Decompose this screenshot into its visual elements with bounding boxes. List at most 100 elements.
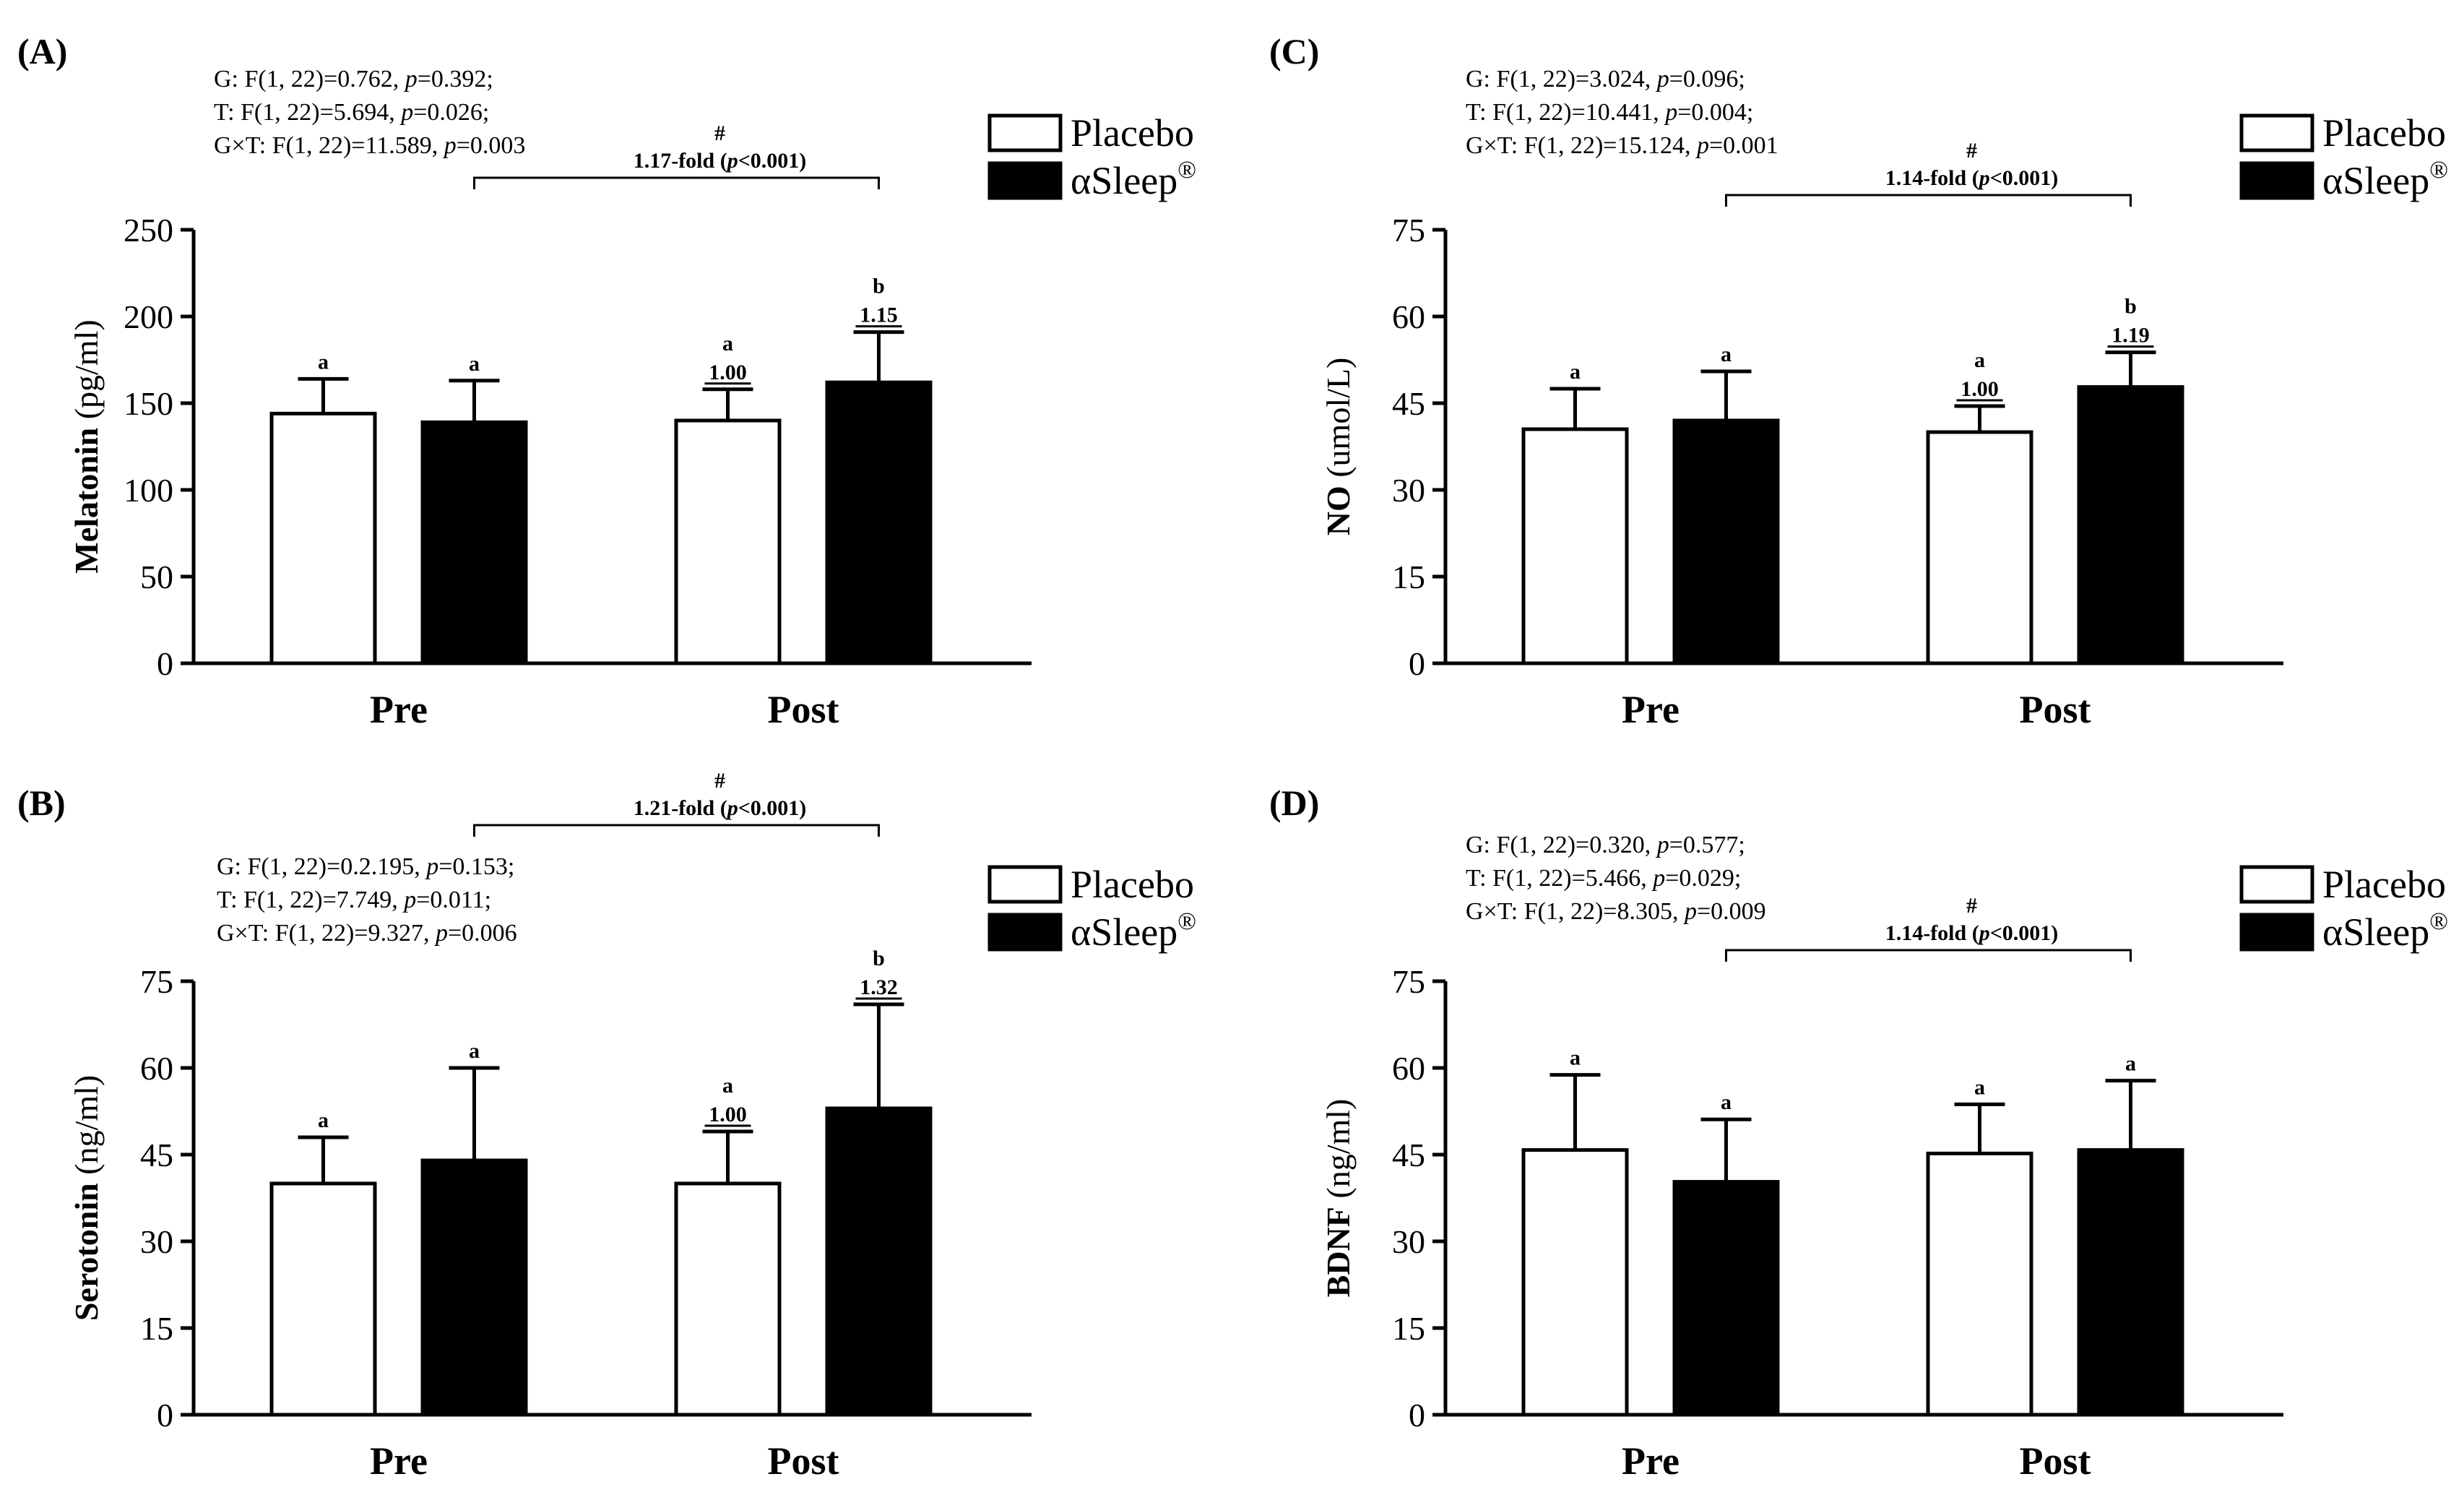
stat-line: G: F(1, 22)=3.024, p=0.096; [1466,66,1745,92]
legend-label-asleep: αSleep® [1071,157,1196,202]
bar-asleep-pre [1672,418,1780,665]
legend-label-asleep: αSleep® [1071,908,1196,954]
significance-letter: a [469,1039,480,1063]
legend-swatch-asleep [2239,161,2314,200]
significance-letter: b [2124,295,2137,319]
panel-label: (C) [1269,31,1319,72]
significance-letter: a [722,1074,733,1098]
bar-asleep-post [825,380,933,665]
stat-line: G: F(1, 22)=0.2.195, p=0.153; [217,853,514,880]
bar-placebo-pre [269,1181,377,1417]
significance-letter: b [873,275,885,298]
x-category-label: Post [768,1439,839,1483]
stat-line: T: F(1, 22)=5.466, p=0.029; [1466,865,1741,892]
chart-panel-c: (C) G: F(1, 22)=3.024, p=0.096; T: F(1, 22… [1269,31,2448,731]
significance-letter: a [318,350,329,374]
panel-label: (D) [1269,783,1319,823]
panel-label: (B) [17,783,66,823]
bar-placebo-post [674,1181,782,1417]
x-category-label: Pre [370,1439,428,1483]
panel-label: (A) [17,31,67,72]
significance-letter: a [1570,1046,1581,1070]
y-tick-label: 50 [140,559,173,595]
fold-label: 1.00 [1961,377,1999,401]
bracket-hash: # [714,769,725,793]
comparison-bracket [1725,194,2132,207]
significance-letter: a [1974,1075,1985,1099]
chart-panel-d: (D) G: F(1, 22)=0.320, p=0.577; T: F(1, 22… [1269,783,2448,1483]
legend-swatch-placebo [2239,113,2314,152]
y-tick-label: 60 [1392,298,1425,335]
bar-placebo-post [1926,1151,2033,1417]
significance-letter: a [1570,360,1581,384]
y-tick-label: 30 [1392,1223,1425,1260]
bracket-fold-label: 1.17-fold (p<0.001) [634,149,807,173]
bar-asleep-post [2077,385,2184,665]
y-tick-label: 15 [140,1310,173,1347]
stat-line: G×T: F(1, 22)=11.589, p=0.003 [214,132,525,159]
significance-letter: a [469,352,480,376]
y-tick-label: 0 [157,645,173,682]
x-category-label: Pre [370,688,428,731]
significance-letter: a [318,1108,329,1132]
y-axis-label: Serotonin (ng/ml) [68,1075,105,1321]
legend-label-asleep: αSleep® [2322,157,2448,202]
stat-line: T: F(1, 22)=5.694, p=0.026; [214,99,489,126]
bar-asleep-pre [420,420,528,665]
bar-placebo-pre [1521,1148,1629,1417]
x-category-label: Post [2020,688,2091,731]
legend-label-placebo: Placebo [1071,111,1194,155]
stat-line: G×T: F(1, 22)=15.124, p=0.001 [1466,132,1778,159]
comparison-bracket [1725,949,2132,962]
comparison-bracket [473,824,880,837]
fold-label: 1.32 [860,975,898,999]
bar-asleep-post [825,1106,933,1417]
bar-placebo-pre [1521,427,1629,665]
bar-asleep-post [2077,1148,2184,1417]
y-tick-label: 150 [124,385,173,422]
y-tick-label: 60 [140,1050,173,1087]
y-tick-label: 60 [1392,1050,1425,1087]
legend-swatch-placebo [987,113,1063,152]
y-tick-label: 75 [140,963,173,1000]
legend-label-placebo: Placebo [2322,111,2446,155]
significance-letter: a [1721,342,1732,366]
y-tick-label: 45 [1392,1137,1425,1173]
chart-panel-b: (B) G: F(1, 22)=0.2.195, p=0.153; T: F(1, … [17,769,1196,1483]
bar-asleep-pre [1672,1180,1780,1417]
y-axis-label: BDNF (ng/ml) [1320,1099,1357,1298]
significance-letter: a [722,332,733,355]
stat-line: G×T: F(1, 22)=8.305, p=0.009 [1466,898,1766,925]
comparison-bracket [473,176,880,189]
significance-letter: a [1974,348,1985,372]
x-category-label: Post [2020,1439,2091,1483]
bracket-hash: # [714,121,725,145]
legend-swatch-placebo [2239,865,2314,904]
y-tick-label: 45 [1392,385,1425,422]
y-tick-label: 0 [1409,645,1425,682]
bracket-fold-label: 1.14-fold (p<0.001) [1885,921,2059,945]
bracket-hash: # [1966,139,1977,163]
y-tick-label: 75 [1392,212,1425,249]
x-category-label: Pre [1622,688,1680,731]
bracket-hash: # [1966,894,1977,918]
y-axis-label: Melatonin (pg/ml) [68,319,105,573]
bar-placebo-post [1926,430,2033,665]
fold-label: 1.15 [860,303,898,327]
chart-panel-a: (A) G: F(1, 22)=0.762, p=0.392; T: F(1, 22… [17,31,1196,731]
y-axis-label: NO (umol/L) [1320,358,1357,536]
significance-letter: b [873,947,885,970]
y-tick-label: 0 [1409,1397,1425,1434]
y-tick-label: 75 [1392,963,1425,1000]
bar-asleep-pre [420,1158,528,1417]
y-tick-label: 15 [1392,559,1425,595]
legend-swatch-asleep [2239,913,2314,952]
stat-line: G: F(1, 22)=0.762, p=0.392; [214,66,493,92]
legend-swatch-placebo [987,865,1063,904]
x-category-label: Post [768,688,839,731]
legend-label-placebo: Placebo [1071,863,1194,906]
legend-swatch-asleep [987,161,1063,200]
y-tick-label: 30 [1392,472,1425,509]
